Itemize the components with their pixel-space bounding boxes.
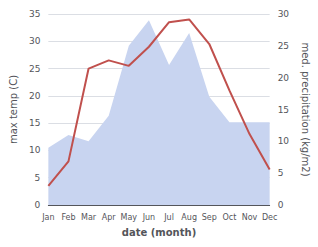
svg-text:5: 5: [278, 168, 284, 178]
svg-text:Nov: Nov: [242, 213, 258, 222]
svg-text:15: 15: [29, 118, 40, 128]
svg-text:Aug: Aug: [181, 213, 197, 222]
svg-text:max temp (C): max temp (C): [8, 75, 19, 144]
svg-text:25: 25: [278, 41, 289, 51]
svg-text:0: 0: [35, 200, 41, 210]
svg-text:Jun: Jun: [142, 213, 156, 222]
svg-text:25: 25: [29, 64, 40, 74]
svg-text:15: 15: [278, 105, 289, 115]
svg-text:0: 0: [278, 200, 284, 210]
svg-text:10: 10: [29, 145, 41, 155]
svg-text:30: 30: [29, 36, 41, 46]
svg-text:20: 20: [29, 91, 41, 101]
svg-text:35: 35: [29, 9, 40, 19]
svg-text:Sep: Sep: [202, 213, 217, 222]
svg-text:May: May: [121, 213, 138, 222]
svg-text:30: 30: [278, 9, 290, 19]
svg-text:Apr: Apr: [102, 213, 117, 222]
svg-text:20: 20: [278, 73, 290, 83]
svg-text:5: 5: [35, 173, 41, 183]
svg-text:Mar: Mar: [81, 213, 97, 222]
svg-text:10: 10: [278, 136, 290, 146]
svg-text:Oct: Oct: [222, 213, 236, 222]
svg-text:Feb: Feb: [61, 213, 75, 222]
svg-text:Dec: Dec: [262, 213, 277, 222]
svg-text:date (month): date (month): [122, 227, 196, 238]
svg-text:med. precipitation (kg/m2): med. precipitation (kg/m2): [300, 42, 311, 176]
svg-text:Jul: Jul: [163, 213, 174, 222]
svg-text:Jan: Jan: [41, 213, 54, 222]
